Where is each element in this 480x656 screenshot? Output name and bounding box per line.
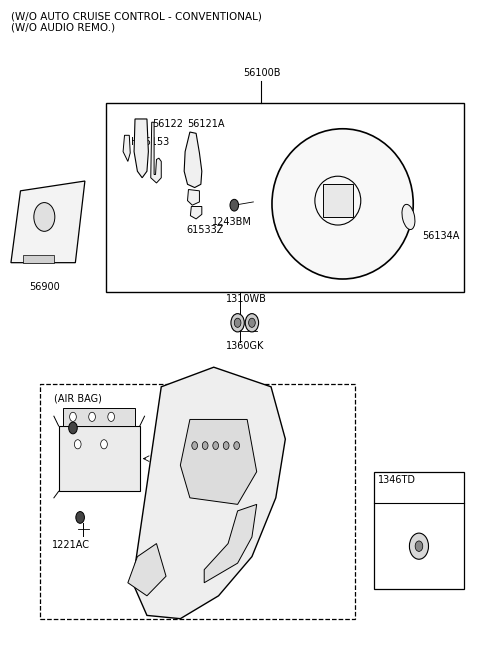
Circle shape	[76, 512, 84, 523]
Text: 56134A: 56134A	[422, 232, 459, 241]
Polygon shape	[123, 135, 130, 161]
Circle shape	[234, 318, 241, 327]
Text: (W/O AUDIO REMO.): (W/O AUDIO REMO.)	[11, 22, 115, 32]
Text: 56900: 56900	[29, 282, 60, 293]
Circle shape	[108, 412, 115, 421]
Text: 56145B: 56145B	[85, 419, 122, 429]
Bar	[59, 426, 140, 491]
Circle shape	[234, 441, 240, 449]
Circle shape	[249, 318, 255, 327]
Text: 1310WB: 1310WB	[226, 295, 266, 304]
Circle shape	[231, 314, 244, 332]
Text: 1221AC: 1221AC	[51, 541, 89, 550]
Polygon shape	[151, 122, 161, 183]
Circle shape	[69, 422, 77, 434]
Circle shape	[89, 412, 96, 421]
Text: 1243BM: 1243BM	[212, 217, 252, 227]
Bar	[23, 255, 54, 262]
Text: 1346TD: 1346TD	[378, 475, 416, 485]
Polygon shape	[134, 119, 148, 178]
Polygon shape	[180, 419, 257, 504]
Polygon shape	[11, 181, 85, 262]
Ellipse shape	[272, 129, 413, 279]
Circle shape	[213, 441, 218, 449]
Polygon shape	[188, 190, 199, 205]
Text: (AIR BAG): (AIR BAG)	[54, 394, 102, 403]
Polygon shape	[204, 504, 257, 583]
Text: 56100B: 56100B	[243, 68, 280, 78]
Text: 56121A: 56121A	[188, 119, 225, 129]
Polygon shape	[184, 132, 202, 188]
Circle shape	[409, 533, 429, 560]
Text: (W/O AUTO CRUISE CONTROL - CONVENTIONAL): (W/O AUTO CRUISE CONTROL - CONVENTIONAL)	[11, 11, 262, 21]
Circle shape	[415, 541, 423, 552]
Text: H56153: H56153	[131, 136, 169, 146]
Circle shape	[192, 441, 198, 449]
Text: 1360GK: 1360GK	[226, 341, 264, 351]
Bar	[373, 472, 464, 589]
Bar	[39, 384, 355, 619]
Ellipse shape	[402, 205, 415, 230]
Circle shape	[34, 203, 55, 232]
Polygon shape	[132, 367, 285, 619]
Circle shape	[101, 440, 108, 449]
Bar	[63, 407, 135, 426]
Text: 84530: 84530	[149, 454, 180, 464]
Circle shape	[245, 314, 259, 332]
Circle shape	[74, 440, 81, 449]
Circle shape	[70, 412, 76, 421]
Text: 56122: 56122	[152, 119, 183, 129]
Circle shape	[230, 199, 239, 211]
Bar	[323, 184, 353, 217]
Polygon shape	[191, 207, 202, 219]
Circle shape	[223, 441, 229, 449]
Polygon shape	[128, 544, 166, 596]
Bar	[107, 102, 464, 292]
Circle shape	[202, 441, 208, 449]
Text: 61533Z: 61533Z	[187, 225, 224, 235]
